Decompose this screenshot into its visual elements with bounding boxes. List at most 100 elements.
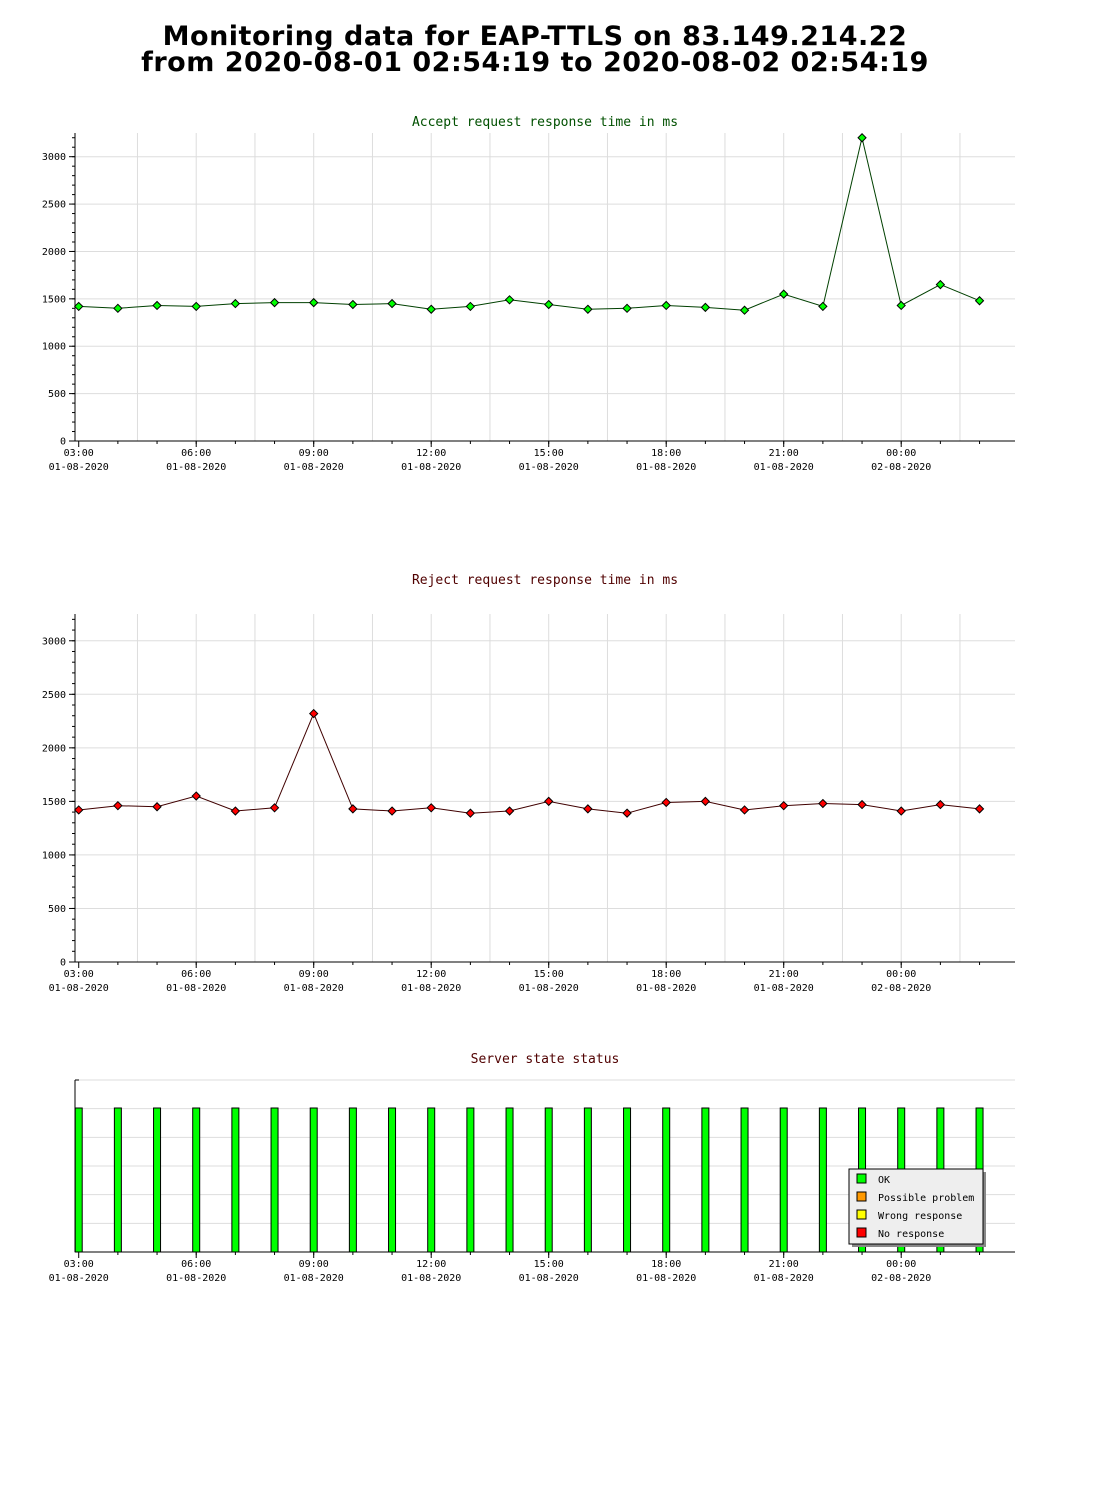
data-point <box>504 295 515 305</box>
x-tick-label-time: 03:00 <box>64 448 94 459</box>
y-tick-label: 2500 <box>42 690 66 701</box>
legend-swatch <box>856 1227 867 1238</box>
x-tick-label-date: 01-08-2020 <box>401 462 461 473</box>
x-tick-label-time: 18:00 <box>651 448 681 459</box>
status-bar <box>153 1107 162 1253</box>
x-tick-label-date: 01-08-2020 <box>754 462 814 473</box>
data-point <box>113 800 123 811</box>
status-bar <box>701 1107 710 1253</box>
status-bar <box>740 1107 749 1253</box>
y-tick-label: 3000 <box>42 152 66 163</box>
y-tick-label: 1500 <box>42 294 66 305</box>
x-tick-label-time: 03:00 <box>64 969 94 980</box>
data-point <box>426 304 436 314</box>
status-bar <box>466 1107 475 1253</box>
legend-label: No response <box>878 1229 944 1240</box>
y-tick-label: 500 <box>48 389 66 400</box>
x-tick-label-date: 01-08-2020 <box>754 1273 814 1284</box>
x-tick-label-date: 01-08-2020 <box>519 983 579 994</box>
data-point <box>191 791 201 801</box>
status-bar <box>427 1107 436 1253</box>
data-point <box>935 799 946 810</box>
data-point <box>74 301 84 312</box>
data-point <box>465 301 476 312</box>
status-bar <box>113 1107 122 1253</box>
x-tick-label-date: 01-08-2020 <box>401 1273 461 1284</box>
x-tick-label-time: 09:00 <box>299 1259 329 1270</box>
chart-title: Accept request response time in ms <box>412 115 678 130</box>
data-point <box>74 805 84 815</box>
x-tick-label-date: 01-08-2020 <box>49 983 109 994</box>
status-bar <box>779 1107 788 1253</box>
data-point <box>113 303 123 314</box>
x-tick-label-date: 01-08-2020 <box>284 462 344 473</box>
series-line <box>78 712 980 814</box>
y-tick-label: 500 <box>48 904 66 915</box>
x-tick-label-time: 06:00 <box>181 448 211 459</box>
data-point <box>387 298 397 309</box>
legend-swatch <box>856 1209 867 1220</box>
status-bar <box>623 1107 632 1253</box>
y-tick-label: 3000 <box>42 636 66 647</box>
data-point <box>974 296 985 306</box>
y-tick-label: 0 <box>60 958 66 969</box>
x-tick-label-date: 01-08-2020 <box>519 462 579 473</box>
status-bar <box>231 1107 240 1253</box>
data-point <box>583 304 593 314</box>
x-tick-label-date: 01-08-2020 <box>166 462 226 473</box>
data-point <box>622 303 632 314</box>
status-bar <box>662 1107 671 1253</box>
legend-swatch <box>856 1191 867 1202</box>
data-point <box>700 302 711 313</box>
x-tick-label-date: 01-08-2020 <box>401 983 461 994</box>
x-tick-label-time: 12:00 <box>416 969 446 980</box>
page-title-line-1: Monitoring data for EAP-TTLS on 83.149.2… <box>162 21 908 52</box>
x-tick-label-date: 01-08-2020 <box>166 1273 226 1284</box>
x-tick-label-time: 21:00 <box>769 448 799 459</box>
status-bar <box>309 1107 318 1253</box>
data-point <box>857 133 867 143</box>
data-point <box>465 808 476 818</box>
data-point <box>779 800 789 811</box>
data-point <box>896 806 906 816</box>
data-point <box>426 803 436 813</box>
x-tick-label-time: 00:00 <box>886 1259 916 1270</box>
legend-box <box>848 1168 984 1245</box>
legend-label: OK <box>878 1175 890 1186</box>
data-point <box>583 804 593 814</box>
data-point <box>544 796 554 807</box>
x-tick-label-time: 06:00 <box>181 1259 211 1270</box>
x-tick-label-time: 00:00 <box>886 448 916 459</box>
data-point <box>269 803 280 813</box>
chart-title: Server state status <box>471 1052 620 1067</box>
x-tick-label-time: 15:00 <box>534 969 564 980</box>
data-point <box>309 297 319 308</box>
data-point <box>661 300 671 311</box>
y-tick-label: 1000 <box>42 850 66 861</box>
x-tick-label-date: 01-08-2020 <box>49 462 109 473</box>
x-tick-label-time: 15:00 <box>534 448 564 459</box>
x-tick-label-date: 01-08-2020 <box>636 1273 696 1284</box>
x-tick-label-date: 02-08-2020 <box>871 983 931 994</box>
data-point <box>661 797 671 808</box>
data-point <box>779 289 789 299</box>
status-bar <box>505 1107 514 1253</box>
data-point <box>544 299 554 310</box>
data-point <box>152 300 162 311</box>
data-point <box>739 305 750 315</box>
x-tick-label-date: 02-08-2020 <box>871 1273 931 1284</box>
x-tick-label-time: 03:00 <box>64 1259 94 1270</box>
data-point <box>818 798 828 809</box>
status-bar <box>818 1107 827 1253</box>
data-point <box>935 279 946 290</box>
x-tick-label-time: 21:00 <box>769 969 799 980</box>
data-point <box>191 301 201 312</box>
x-tick-label-time: 00:00 <box>886 969 916 980</box>
y-tick-label: 2000 <box>42 743 66 754</box>
data-point <box>348 299 358 310</box>
x-tick-label-date: 01-08-2020 <box>49 1273 109 1284</box>
data-point <box>348 804 358 814</box>
x-tick-label-time: 18:00 <box>651 1259 681 1270</box>
data-point <box>739 805 750 815</box>
